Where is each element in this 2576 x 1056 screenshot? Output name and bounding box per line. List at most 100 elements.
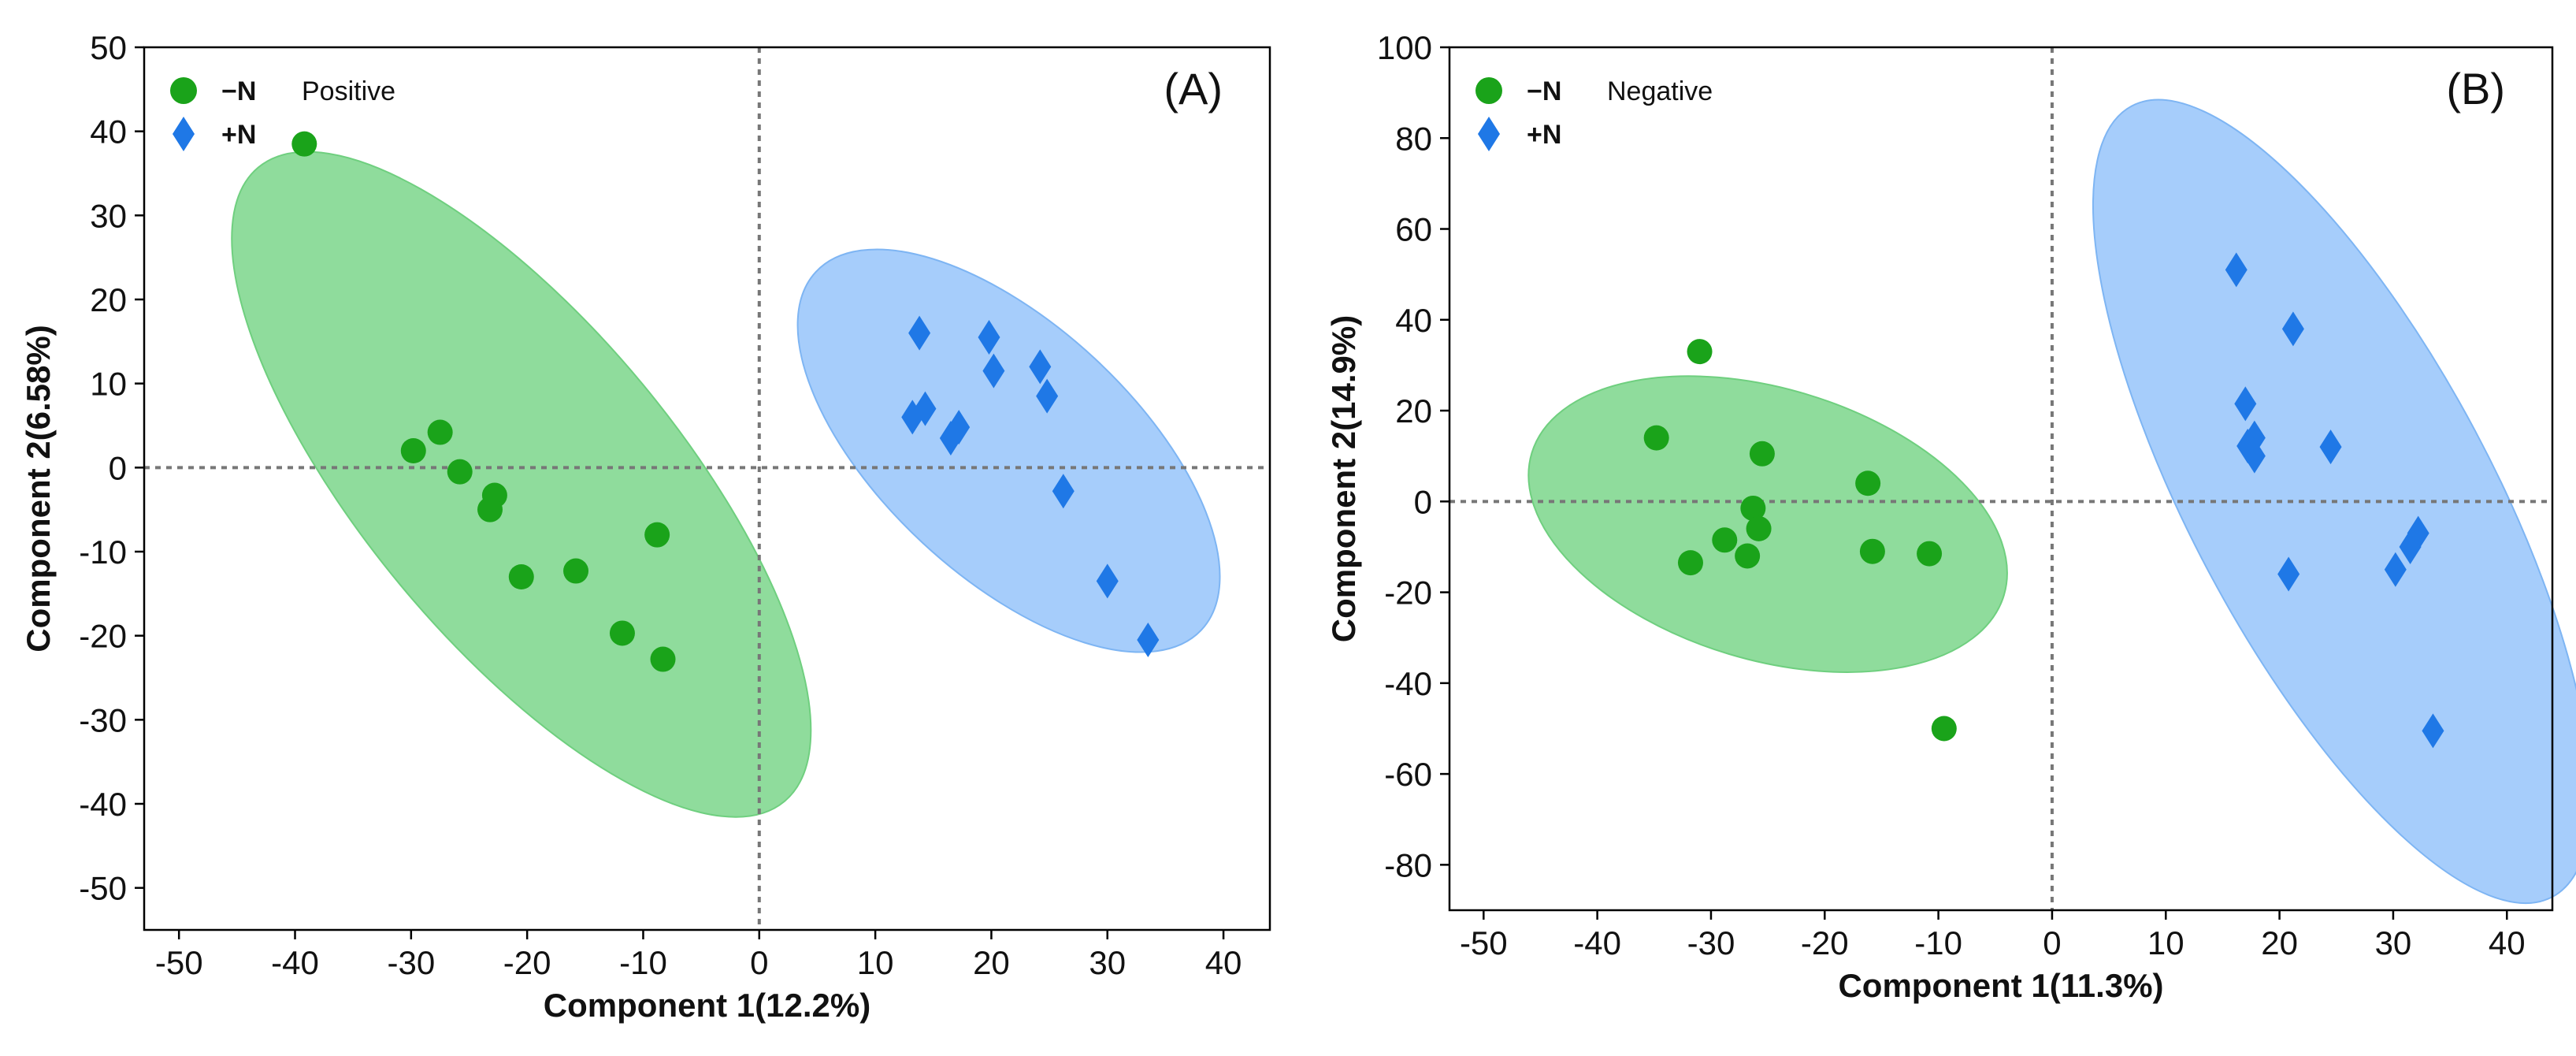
panel-b-xtick-label: 30 bbox=[2375, 924, 2412, 961]
panel-b-ytick-label: 40 bbox=[1395, 302, 1432, 339]
panel-b-legend-marker-minus-n bbox=[1475, 77, 1502, 104]
panel-a-point-minus-n bbox=[447, 459, 473, 485]
panel-b-ytick-label: 100 bbox=[1377, 29, 1432, 66]
panel-a-xticks: -50 -40 -30 -20 -10 0 10 20 30 40 bbox=[155, 930, 1242, 981]
panel-a-yticks: 50 40 30 20 10 0 -10 -20 -30 -40 -50 bbox=[79, 29, 144, 907]
panel-b-xtick-label: -10 bbox=[1914, 924, 1962, 961]
panel-b-point-plus-n bbox=[2384, 552, 2407, 587]
panel-b-label: (B) bbox=[2446, 64, 2505, 113]
panel-a-point-minus-n bbox=[427, 419, 453, 445]
panel-a-point-plus-n bbox=[982, 353, 1005, 389]
panel-a-xtick-label: -20 bbox=[503, 944, 551, 981]
panel-b-xtick-label: -40 bbox=[1573, 924, 1621, 961]
panel-b-xtick-label: 20 bbox=[2261, 924, 2298, 961]
panel-a-ytick-label: 10 bbox=[90, 366, 127, 403]
panel-a: -50 -40 -30 -20 -10 0 10 20 30 40 50403020100-10-… bbox=[20, 29, 1271, 1024]
panel-a-plot-frame bbox=[143, 46, 1271, 931]
panel-a-xtick-label: 40 bbox=[1205, 944, 1242, 981]
panel-b-point-minus-n bbox=[1712, 527, 1738, 553]
panel-b-point-plus-n bbox=[2281, 311, 2304, 347]
panel-a-point-plus-n bbox=[908, 315, 931, 351]
panel-b-point-minus-n bbox=[1749, 441, 1775, 467]
panel-a-point-minus-n bbox=[400, 438, 426, 463]
panel-b-point-minus-n bbox=[1740, 495, 1766, 521]
panel-b-points bbox=[1643, 252, 2444, 749]
panel-b-ytick-label: -60 bbox=[1384, 756, 1432, 793]
panel-a-point-plus-n bbox=[939, 421, 962, 455]
panel-a-point-plus-n bbox=[1052, 474, 1075, 509]
panel-b-point-minus-n bbox=[1931, 716, 1957, 742]
panel-a-ytick-label: -30 bbox=[79, 701, 127, 738]
panel-a-point-minus-n bbox=[291, 131, 317, 157]
panel-a-ytick-label: 30 bbox=[90, 197, 127, 234]
panel-b-xtick-label: -50 bbox=[1460, 924, 1508, 961]
panel-a-legend: −N +N Positive bbox=[170, 76, 395, 151]
panel-a-ytick-label: -20 bbox=[79, 618, 127, 655]
panel-a-xtick-label: -30 bbox=[387, 944, 435, 981]
panel-b-xlabel: Component 1(11.3%) bbox=[1838, 967, 2163, 1004]
panel-b-xtick-label: -30 bbox=[1687, 924, 1735, 961]
panel-a-point-minus-n bbox=[609, 620, 635, 646]
panel-a-points bbox=[291, 131, 1160, 672]
panel-b-point-plus-n bbox=[2319, 429, 2342, 465]
panel-a-ylabel: Component 2(6.58%) bbox=[20, 325, 57, 652]
panel-b-xtick-label: 10 bbox=[2147, 924, 2184, 961]
panel-b-point-plus-n bbox=[2407, 515, 2429, 551]
panel-a-point-plus-n bbox=[1096, 563, 1119, 599]
panel-a-mode-label: Positive bbox=[302, 76, 395, 106]
panel-a-ytick-label: 0 bbox=[109, 449, 127, 486]
panel-a-point-minus-n bbox=[644, 522, 670, 548]
panel-b-point-minus-n bbox=[1746, 515, 1772, 541]
panel-a-point-plus-n bbox=[1036, 378, 1059, 414]
panel-b-xtick-label: 0 bbox=[2043, 924, 2061, 961]
panel-a-xtick-label: -40 bbox=[271, 944, 319, 981]
panel-a-xtick-label: 20 bbox=[973, 944, 1010, 981]
panel-b-ytick-label: -40 bbox=[1384, 665, 1432, 702]
panel-a-ytick-label: -50 bbox=[79, 870, 127, 907]
panel-b-plot-frame bbox=[1448, 46, 2554, 912]
panel-a-ellipse-plus-n bbox=[796, 248, 1221, 653]
panel-b-point-plus-n bbox=[2243, 438, 2266, 474]
panel-a-ytick-label: 20 bbox=[90, 281, 127, 318]
panel-a-ellipses bbox=[231, 151, 1221, 818]
panel-b: -50 -40 -30 -20 -10 0 10 20 30 40 100 80 60 40 20 0 -20… bbox=[1325, 29, 2576, 1004]
panel-a-xtick-label: -50 bbox=[155, 944, 203, 981]
panel-b-ytick-label: 80 bbox=[1395, 120, 1432, 157]
panel-b-point-minus-n bbox=[1687, 339, 1713, 365]
panel-b-xticks: -50 -40 -30 -20 -10 0 10 20 30 40 bbox=[1460, 910, 2526, 961]
panel-b-point-minus-n bbox=[1677, 550, 1703, 576]
panel-b-legend-marker-plus-n bbox=[1478, 117, 1500, 151]
panel-a-legend-label-plus-n: +N bbox=[221, 120, 256, 150]
panel-a-xlabel: Component 1(12.2%) bbox=[544, 987, 870, 1024]
panel-a-point-plus-n bbox=[1137, 623, 1160, 657]
panel-b-legend: −N +N Negative bbox=[1475, 76, 1713, 151]
panel-b-ytick-label: 60 bbox=[1395, 211, 1432, 248]
panel-a-xtick-label: 10 bbox=[857, 944, 894, 981]
panel-b-ytick-label: 0 bbox=[1414, 483, 1432, 520]
panel-a-point-plus-n bbox=[901, 400, 924, 435]
panel-a-xtick-label: -10 bbox=[619, 944, 667, 981]
panel-a-point-minus-n bbox=[477, 496, 503, 522]
panel-a-refs bbox=[144, 47, 1270, 930]
panel-b-point-minus-n bbox=[1855, 470, 1881, 496]
panel-a-legend-marker-plus-n bbox=[173, 117, 195, 151]
panel-b-legend-label-minus-n: −N bbox=[1527, 76, 1561, 106]
panel-a-ytick-label: -10 bbox=[79, 534, 127, 571]
panel-b-xtick-label: -20 bbox=[1801, 924, 1849, 961]
panel-a-point-minus-n bbox=[508, 564, 534, 589]
panel-b-refs bbox=[1449, 47, 2552, 910]
panel-b-point-plus-n bbox=[2277, 556, 2300, 592]
panel-a-legend-marker-minus-n bbox=[170, 77, 197, 104]
panel-b-point-minus-n bbox=[1859, 538, 1885, 564]
panel-b-ytick-label: -80 bbox=[1384, 846, 1432, 883]
panel-b-point-plus-n bbox=[2225, 252, 2248, 288]
panel-a-ytick-label: 50 bbox=[90, 29, 127, 66]
panel-b-ylabel: Component 2(14.9%) bbox=[1325, 315, 1362, 642]
panel-a-point-plus-n bbox=[1029, 349, 1052, 385]
panel-b-point-plus-n bbox=[2422, 713, 2444, 749]
panel-b-point-minus-n bbox=[1917, 541, 1943, 567]
panel-a-ytick-label: -40 bbox=[79, 786, 127, 823]
panel-a-point-minus-n bbox=[563, 558, 589, 584]
